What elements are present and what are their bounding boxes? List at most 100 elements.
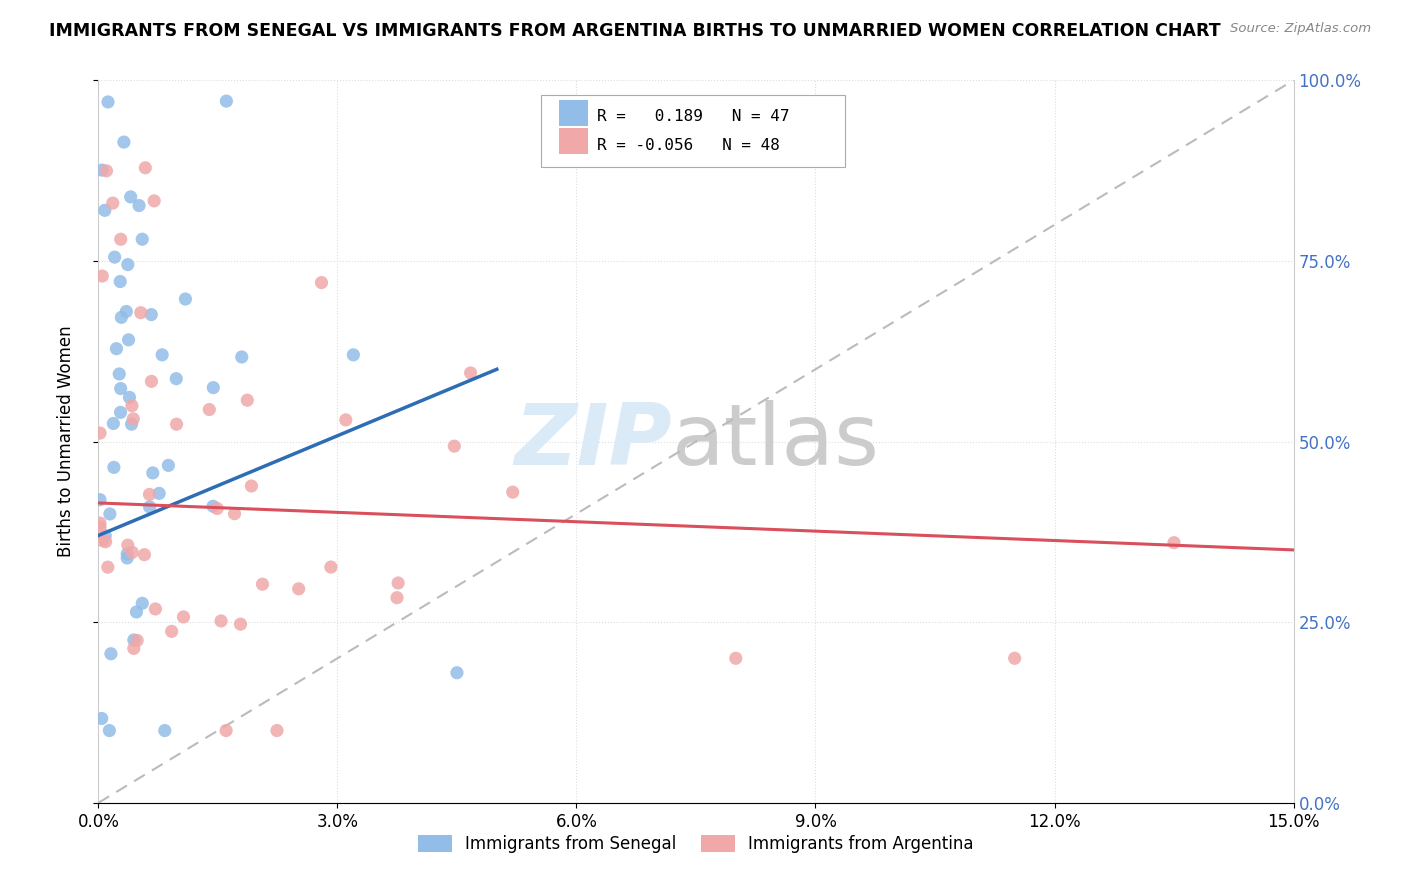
Point — [319, 560, 342, 574]
Point — [1004, 651, 1026, 665]
Point — [117, 547, 139, 561]
Point — [215, 723, 238, 738]
Point — [148, 486, 170, 500]
Text: R = -0.056   N = 48: R = -0.056 N = 48 — [596, 137, 780, 153]
Point — [134, 161, 156, 175]
FancyBboxPatch shape — [558, 128, 589, 153]
Point — [173, 610, 195, 624]
Point — [166, 417, 188, 432]
Point — [502, 485, 524, 500]
Point — [108, 367, 131, 381]
Point — [120, 190, 142, 204]
Point — [127, 633, 149, 648]
Point — [236, 393, 259, 408]
Point — [134, 548, 156, 562]
Point — [89, 492, 111, 507]
Point — [104, 250, 127, 264]
Point — [91, 268, 114, 283]
Point — [103, 460, 125, 475]
Point — [160, 624, 183, 639]
Text: IMMIGRANTS FROM SENEGAL VS IMMIGRANTS FROM ARGENTINA BIRTHS TO UNMARRIED WOMEN C: IMMIGRANTS FROM SENEGAL VS IMMIGRANTS FR… — [49, 22, 1220, 40]
Point — [101, 196, 124, 211]
Point — [115, 551, 138, 566]
Point — [252, 577, 274, 591]
Point — [387, 576, 409, 591]
FancyBboxPatch shape — [541, 95, 845, 167]
Point — [224, 507, 246, 521]
Point — [165, 372, 187, 386]
Point — [209, 614, 232, 628]
Point — [460, 366, 482, 380]
Point — [125, 605, 148, 619]
Point — [335, 413, 357, 427]
Point — [215, 94, 238, 108]
Point — [150, 348, 173, 362]
Point — [94, 534, 117, 549]
Point — [121, 545, 143, 559]
Point — [112, 135, 135, 149]
Y-axis label: Births to Unmarried Women: Births to Unmarried Women — [56, 326, 75, 558]
Point — [240, 479, 263, 493]
Point — [202, 381, 225, 395]
Text: atlas: atlas — [672, 400, 880, 483]
Point — [131, 232, 153, 246]
Point — [90, 711, 112, 725]
Point — [91, 163, 114, 178]
Text: ZIP: ZIP — [515, 400, 672, 483]
Point — [205, 501, 228, 516]
Point — [97, 560, 120, 574]
Point — [141, 308, 163, 322]
Point — [138, 500, 160, 514]
Point — [143, 194, 166, 208]
Point — [128, 198, 150, 212]
Point — [115, 304, 138, 318]
Point — [198, 402, 221, 417]
FancyBboxPatch shape — [558, 100, 589, 126]
Point — [110, 405, 132, 419]
Point — [121, 399, 143, 413]
Legend: Immigrants from Senegal, Immigrants from Argentina: Immigrants from Senegal, Immigrants from… — [412, 828, 980, 860]
Point — [89, 426, 111, 441]
Point — [98, 507, 121, 521]
Point — [96, 164, 118, 178]
Point — [91, 533, 114, 548]
Point — [110, 310, 132, 325]
Point — [446, 665, 468, 680]
Point — [1163, 535, 1185, 549]
Point — [174, 292, 197, 306]
Text: Source: ZipAtlas.com: Source: ZipAtlas.com — [1230, 22, 1371, 36]
Point — [266, 723, 288, 738]
Point — [138, 487, 160, 501]
Point — [98, 723, 121, 738]
Point — [122, 632, 145, 647]
Point — [311, 276, 333, 290]
Point — [342, 348, 364, 362]
Point — [100, 647, 122, 661]
Point — [202, 500, 225, 514]
Point — [117, 538, 139, 552]
Point — [287, 582, 309, 596]
Point — [97, 95, 120, 109]
Point — [142, 466, 165, 480]
Point — [129, 306, 152, 320]
Point — [103, 417, 125, 431]
Point — [89, 516, 111, 530]
Point — [94, 203, 117, 218]
Point — [94, 529, 117, 543]
Point — [385, 591, 408, 605]
Point — [110, 382, 132, 396]
Point — [117, 258, 139, 272]
Point — [121, 417, 143, 432]
Point — [117, 333, 139, 347]
Point — [122, 412, 145, 426]
Point — [108, 275, 131, 289]
Point — [141, 375, 163, 389]
Point — [724, 651, 747, 665]
Point — [131, 596, 153, 610]
Point — [443, 439, 465, 453]
Text: R =   0.189   N = 47: R = 0.189 N = 47 — [596, 109, 789, 124]
Point — [231, 350, 253, 364]
Point — [118, 390, 141, 404]
Point — [145, 602, 167, 616]
Point — [110, 232, 132, 246]
